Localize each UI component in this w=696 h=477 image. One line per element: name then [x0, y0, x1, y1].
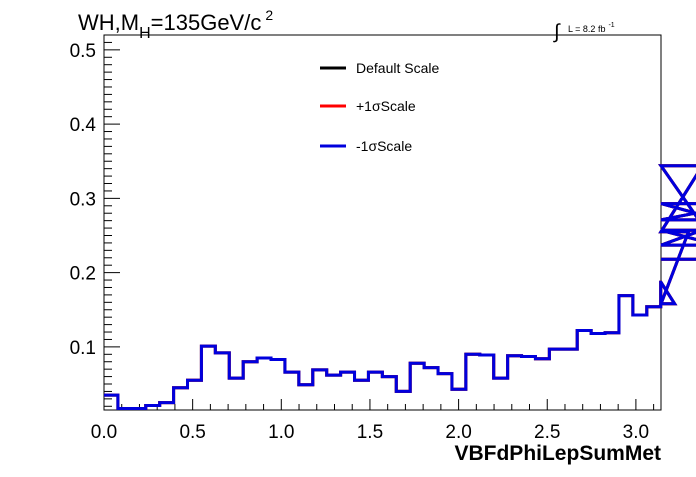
x-tick-label: 2.0 [445, 422, 471, 443]
y-axis: 0.1 0.2 0.3 0.4 0.5 [70, 34, 120, 407]
chart-title-subscript: H [139, 25, 151, 42]
legend: Default Scale +1σScale -1σScale [320, 60, 439, 154]
x-tick-label: 0.0 [91, 422, 117, 443]
series-layer [104, 164, 696, 411]
luminosity-superscript: -1 [608, 22, 614, 29]
plot-frame [103, 34, 662, 411]
x-tick-label: 0.5 [179, 422, 205, 443]
luminosity-label: L = 8.2 fb -1 [568, 22, 615, 34]
legend-label: +1σScale [356, 98, 416, 114]
y-tick-label: 0.3 [70, 189, 96, 210]
series-line-0 [104, 164, 696, 411]
chart-title: WH,MH=135GeV/c 2 [78, 7, 273, 42]
x-axis: 0.0 0.5 1.0 1.5 2.0 2.5 3.0 [91, 399, 655, 443]
chart-title-superscript: 2 [265, 7, 273, 23]
series-line-2 [104, 164, 696, 411]
x-tick-label: 1.5 [357, 422, 383, 443]
chart-title-rest: =135GeV/c [151, 10, 262, 35]
y-tick-label: 0.1 [70, 338, 96, 359]
series-line-1 [104, 164, 696, 411]
chart-title-main: WH,M [78, 10, 139, 35]
y-tick-label: 0.2 [70, 264, 96, 285]
legend-label: Default Scale [356, 60, 439, 76]
x-tick-label: 3.0 [623, 422, 649, 443]
x-axis-label: VBFdPhiLepSumMet [454, 442, 661, 465]
y-tick-label: 0.4 [70, 115, 97, 136]
integral-sign: ∫ [553, 21, 561, 43]
x-tick-label: 1.0 [268, 422, 294, 443]
y-tick-label: 0.5 [70, 41, 96, 62]
x-tick-label: 2.5 [534, 422, 560, 443]
legend-label: -1σScale [356, 138, 412, 154]
luminosity-text: L = 8.2 fb [568, 24, 605, 34]
